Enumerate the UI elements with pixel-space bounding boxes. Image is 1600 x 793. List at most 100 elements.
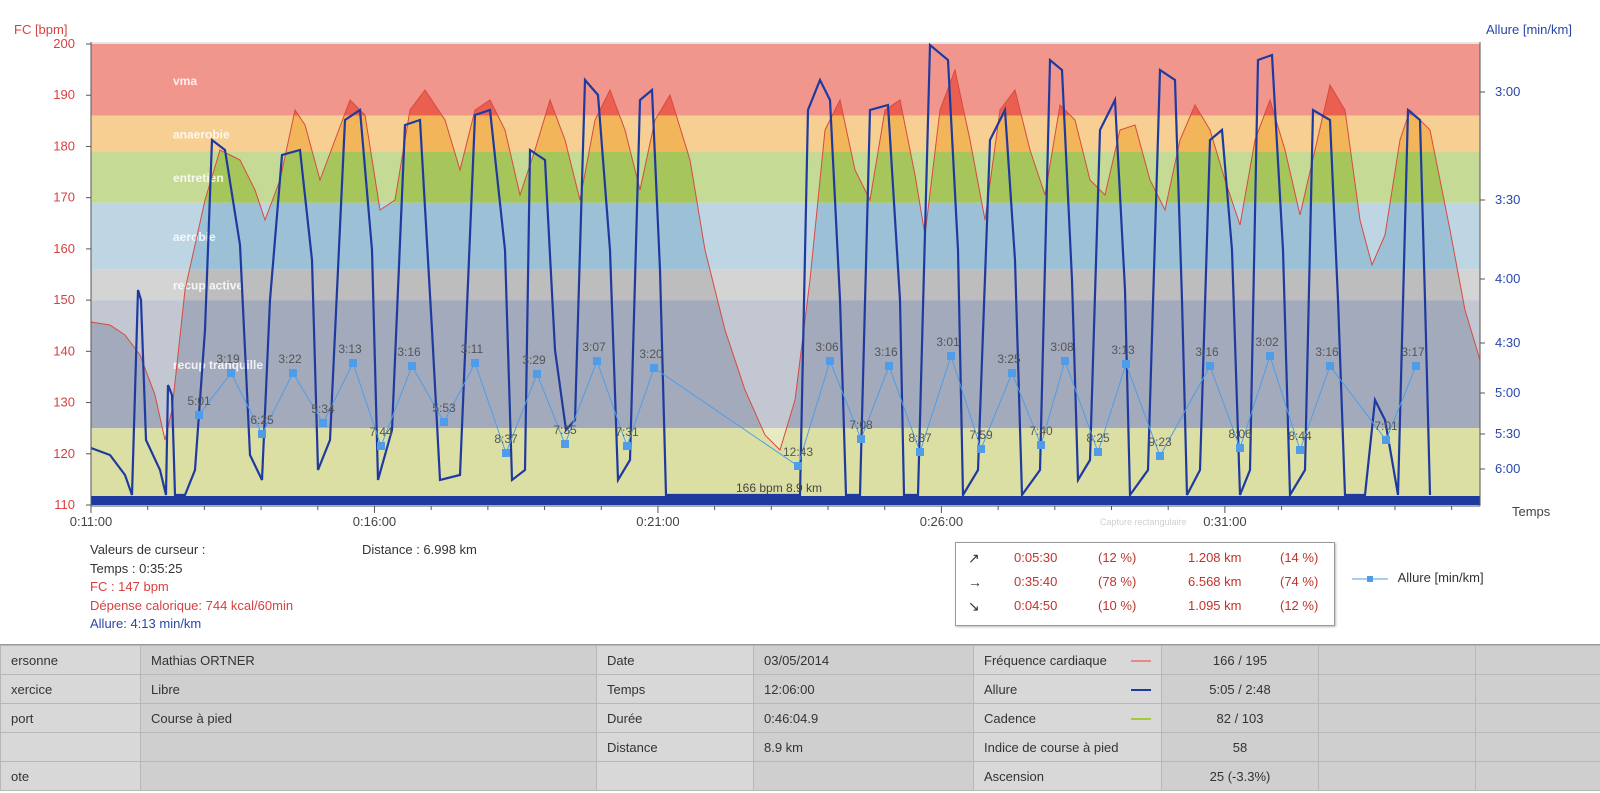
lap-label: 3:13: [338, 342, 362, 356]
y2-tick-label: 5:30: [1495, 426, 1520, 441]
info-empty: [1319, 675, 1476, 704]
info-value: [141, 762, 597, 791]
y2-tick-label: 3:00: [1495, 84, 1520, 99]
info-key: Durée: [597, 704, 754, 733]
lap-marker: [195, 411, 203, 419]
info-empty: [1319, 704, 1476, 733]
info-metric-value: 82 / 103: [1162, 704, 1319, 733]
lap-label: 3:01: [936, 335, 960, 349]
lap-marker: [1122, 360, 1130, 368]
y-tick-label: 130: [53, 395, 75, 410]
slope-summary-box: ↗ 0:05:30 (12 %) 1.208 km (14 %) → 0:35:…: [955, 542, 1335, 626]
lap-marker: [561, 440, 569, 448]
lap-label: 3:07: [582, 340, 606, 354]
series-swatch: [1131, 660, 1151, 662]
x-tick-label: 0:31:00: [1203, 514, 1246, 529]
x-tick-label: 0:16:00: [353, 514, 396, 529]
cursor-pace: Allure: 4:13 min/km: [90, 615, 293, 634]
y-tick-label: 120: [53, 446, 75, 461]
info-key: Temps: [597, 675, 754, 704]
lap-marker: [1061, 357, 1069, 365]
cursor-calories: Dépense calorique: 744 kcal/60min: [90, 597, 293, 616]
info-metric-value: 58: [1162, 733, 1319, 762]
info-empty: [1476, 646, 1600, 675]
summary-distance-pct: (74 %): [1280, 574, 1318, 589]
cursor-time: Temps : 0:35:25: [90, 560, 293, 579]
info-key: ote: [1, 762, 141, 791]
lap-label: 5:53: [432, 401, 456, 415]
lap-marker: [533, 370, 541, 378]
summary-time: 0:35:40: [1014, 574, 1057, 589]
lap-marker: [794, 462, 802, 470]
lap-label: 3:22: [278, 352, 302, 366]
lap-marker: [1382, 436, 1390, 444]
y2-axis-title: Allure [min/km]: [1486, 22, 1572, 37]
info-value: 03/05/2014: [754, 646, 974, 675]
lap-marker: [1236, 444, 1244, 452]
info-key: port: [1, 704, 141, 733]
lap-marker: [1326, 362, 1334, 370]
lap-marker: [650, 364, 658, 372]
y-tick-label: 110: [54, 497, 75, 512]
y-tick-label: 170: [53, 190, 75, 205]
info-empty: [1319, 762, 1476, 791]
info-value: Libre: [141, 675, 597, 704]
x-tick-label: 0:26:00: [920, 514, 963, 529]
lap-label: 3:02: [1255, 335, 1279, 349]
summary-time: 0:04:50: [1014, 598, 1057, 613]
lap-marker: [1156, 452, 1164, 460]
lap-marker: [1008, 369, 1016, 377]
lap-marker: [377, 442, 385, 450]
info-value: [754, 762, 974, 791]
lap-marker: [471, 359, 479, 367]
lap-marker: [1266, 352, 1274, 360]
lap-label: 3:11: [461, 342, 484, 356]
lap-label: 3:16: [397, 345, 421, 359]
lap-marker: [977, 445, 985, 453]
lap-label: 7:59: [969, 428, 993, 442]
info-empty: [1319, 733, 1476, 762]
summary-row-up: ↗ 0:05:30 (12 %) 1.208 km (14 %): [956, 547, 1334, 569]
lap-label: 3:13: [1111, 343, 1135, 357]
info-key: Distance: [597, 733, 754, 762]
lap-label: 3:20: [639, 347, 663, 361]
info-metric: Indice de course à pied: [974, 733, 1162, 762]
summary-row-down: ↘ 0:04:50 (10 %) 1.095 km (12 %): [956, 595, 1334, 617]
series-swatch: [1131, 689, 1151, 691]
time-axis-bar: [91, 496, 1480, 505]
lap-marker: [947, 352, 955, 360]
info-value: 0:46:04.9: [754, 704, 974, 733]
lap-label: 3:29: [522, 353, 546, 367]
info-key: [597, 762, 754, 791]
lap-label: 3:17: [1401, 345, 1425, 359]
y-tick-label: 190: [53, 87, 75, 102]
lap-marker: [1412, 362, 1420, 370]
info-empty: [1319, 646, 1476, 675]
chart-legend: Allure [min/km]: [1350, 570, 1484, 586]
lap-marker: [826, 357, 834, 365]
info-empty: [1476, 704, 1600, 733]
summary-distance: 1.095 km: [1188, 598, 1241, 613]
lap-label: 6:25: [250, 413, 274, 427]
lap-marker: [227, 369, 235, 377]
summary-distance-pct: (14 %): [1280, 550, 1318, 565]
info-metric-value: 166 / 195: [1162, 646, 1319, 675]
lap-label: 3:16: [1315, 345, 1339, 359]
cursor-marker-label: 166 bpm 8.9 km: [736, 481, 822, 495]
y2-tick-label: 4:30: [1495, 335, 1520, 350]
lap-label: 8:37: [908, 431, 932, 445]
lap-label: 8:06: [1228, 427, 1252, 441]
lap-label: 8:44: [1288, 429, 1312, 443]
y-tick-label: 140: [53, 343, 75, 358]
legend-pace-label: Allure [min/km]: [1398, 570, 1484, 585]
capture-watermark: Capture rectangulaire: [1100, 517, 1187, 527]
lap-marker: [319, 419, 327, 427]
info-key: [1, 733, 141, 762]
lap-label: 3:16: [1195, 345, 1219, 359]
info-value: Course à pied: [141, 704, 597, 733]
lap-label: 8:37: [494, 432, 518, 446]
cursor-values: Valeurs de curseur : Temps : 0:35:25 FC …: [90, 541, 293, 634]
series-swatch: [1131, 718, 1151, 720]
